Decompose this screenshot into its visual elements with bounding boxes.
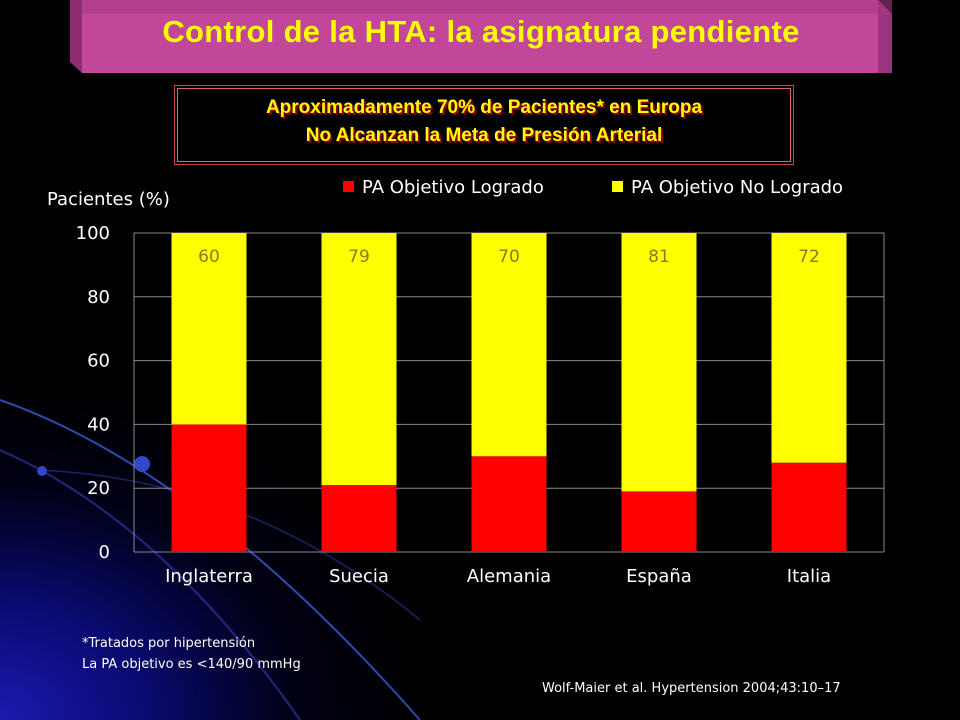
bar-not-achieved — [321, 233, 397, 486]
headline-line-2: No Alcanzan la Meta de Presión Arterial — [305, 125, 663, 146]
y-tick-label: 20 — [87, 478, 110, 499]
x-tick-label: Suecia — [329, 566, 389, 587]
footnote-treated: *Tratados por hipertensión — [82, 636, 256, 651]
x-tick-label: Alemania — [467, 566, 551, 587]
y-tick-label: 60 — [87, 351, 110, 372]
data-label: 60 — [198, 247, 220, 267]
headline-box — [174, 85, 794, 165]
y-tick-label: 40 — [87, 414, 110, 435]
y-tick-label: 0 — [99, 542, 110, 563]
y-tick-label: 80 — [87, 287, 110, 308]
x-tick-label: Italia — [787, 566, 831, 587]
bar-achieved — [621, 491, 697, 552]
x-tick-label: España — [626, 566, 692, 587]
bar-achieved — [171, 424, 247, 552]
bar-not-achieved — [171, 233, 247, 425]
bar-not-achieved — [621, 233, 697, 492]
y-tick-label: 100 — [76, 223, 110, 244]
headline-line-1: Aproximadamente 70% de Pacientes* en Eur… — [265, 97, 703, 118]
legend-label: PA Objetivo No Logrado — [631, 177, 843, 198]
bar-not-achieved — [471, 233, 547, 457]
footnote-target-bp: La PA objetivo es <140/90 mmHg — [82, 657, 301, 672]
title-banner — [70, 0, 892, 73]
data-label: 79 — [348, 247, 370, 267]
bar-achieved — [471, 456, 547, 552]
slide-title: Control de la HTA: la asignatura pendien… — [162, 14, 800, 49]
legend-swatch — [612, 181, 623, 192]
y-axis-label: Pacientes (%) — [47, 189, 170, 210]
legend-label: PA Objetivo Logrado — [362, 177, 544, 198]
bar-not-achieved — [771, 233, 847, 463]
citation: Wolf-Maier et al. Hypertension 2004;43:1… — [542, 681, 841, 696]
x-tick-label: Inglaterra — [165, 566, 253, 587]
legend-swatch — [343, 181, 354, 192]
data-label: 72 — [798, 247, 820, 267]
data-label: 81 — [648, 247, 670, 267]
bar-achieved — [771, 462, 847, 552]
bar-achieved — [321, 485, 397, 552]
data-label: 70 — [498, 247, 520, 267]
